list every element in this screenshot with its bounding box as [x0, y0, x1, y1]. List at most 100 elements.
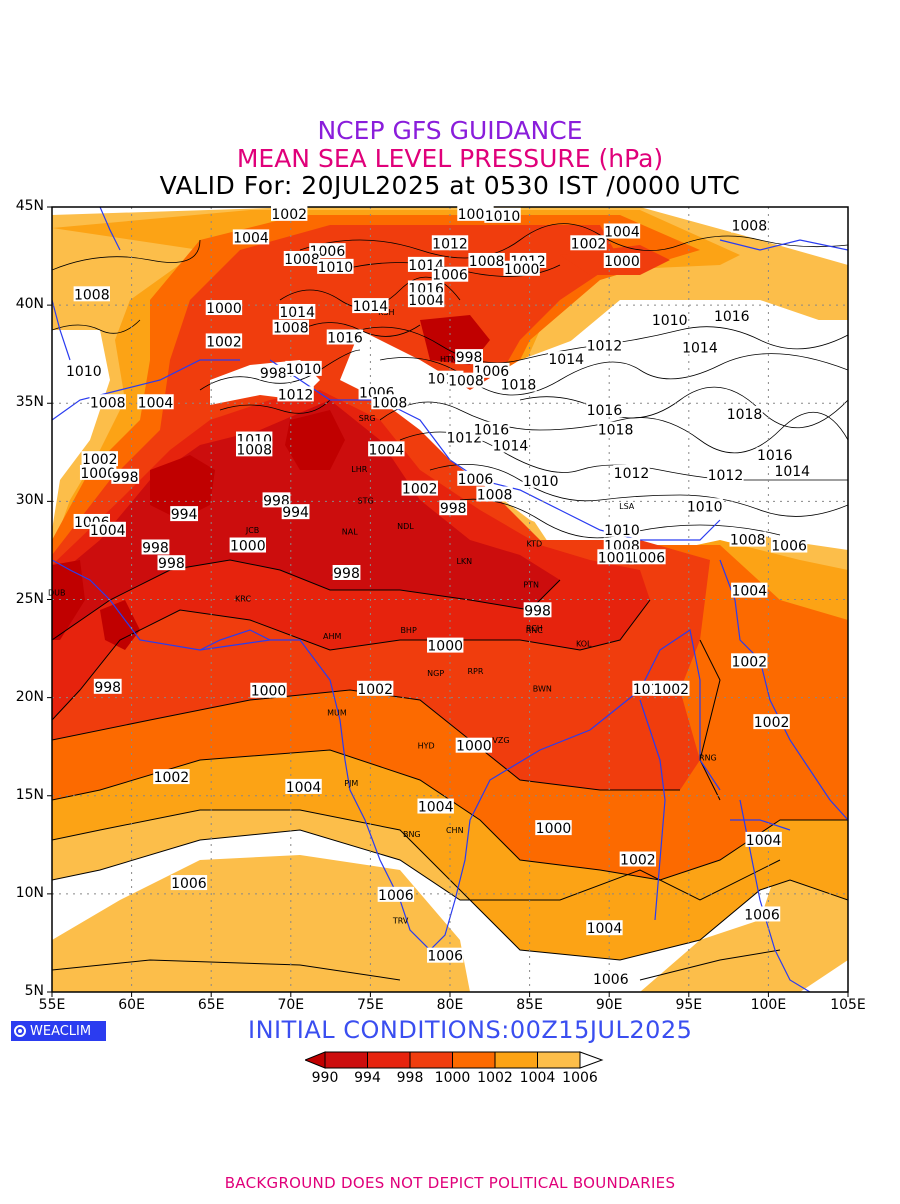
isobar-label: 1002 [570, 235, 607, 252]
isobar-label-bg [431, 266, 469, 282]
isobar-value: 1004 [418, 800, 454, 816]
lon-label: 60E [118, 997, 145, 1013]
isobar-label: 1000 [503, 260, 540, 278]
isobar-value: 1014 [353, 299, 389, 315]
city-code: LSA [619, 502, 635, 511]
isobar-label: 998 [157, 555, 186, 572]
isobar-label-bg [93, 678, 122, 694]
isobar-label: 1018 [726, 406, 763, 423]
isobar-label-bg [170, 875, 208, 891]
city-code: BNG [403, 830, 421, 839]
isobar-label-bg [522, 472, 559, 488]
lat-label: 25N [15, 590, 44, 607]
isobar-label-bg [597, 549, 634, 565]
isobar-label: 1014 [681, 339, 719, 356]
isobar-value: 1006 [771, 539, 807, 555]
isobar-label: 998 [111, 468, 140, 486]
city-code: KRC [235, 594, 251, 603]
isobar-label: 998 [262, 492, 291, 509]
isobar-label-bg [262, 492, 291, 508]
city-code: CHN [446, 826, 464, 835]
isobar-label-bg [597, 421, 634, 437]
title-valid-time: VALID For: 20JUL2025 at 0530 IST /0000 U… [159, 171, 741, 200]
axis-ticks [47, 206, 849, 997]
title-variable: MEAN SEA LEVEL PRESSURE (hPa) [236, 144, 664, 173]
isobar-value: 1016 [714, 309, 750, 325]
isobar-value: 1000 [536, 821, 572, 837]
isobar-label-bg [603, 537, 641, 553]
isobar-value: 1006 [458, 472, 494, 488]
isobar-label-bg [141, 539, 170, 555]
isobar-label: 1010 [65, 362, 103, 380]
isobar-value: 1006 [427, 949, 463, 965]
isobar-label-bg [745, 831, 782, 847]
isobar-label: 1000 [603, 252, 641, 270]
city-code: BWN [533, 685, 552, 694]
isobar-label-bg [731, 653, 768, 669]
initial-conditions: INITIAL CONDITIONS:00Z15JUL2025 [248, 1016, 693, 1044]
isobar-label-bg [503, 260, 540, 276]
isobar-label: 1006 [427, 947, 464, 965]
isobar-label-bg [774, 462, 811, 478]
isobar-value: 1002 [357, 682, 393, 698]
city-code: PTN [523, 581, 539, 590]
isobar-label: 1008 [235, 441, 273, 458]
isobar-label-bg [205, 300, 243, 316]
isobar-label-bg [89, 394, 126, 410]
isobar-value: 1010 [687, 499, 723, 515]
isobar-value: 1010 [604, 523, 640, 539]
city-code: RNG [699, 753, 717, 762]
isobar-value: 1012 [587, 338, 623, 354]
isobar-value: 1002 [620, 853, 656, 869]
legend-max-arrow [579, 1051, 604, 1069]
lon-label: 75E [357, 997, 384, 1013]
legend-level-label: 1002 [477, 1070, 513, 1086]
isobar-label: 998 [141, 539, 170, 556]
isobar-value: 1016 [474, 423, 510, 439]
isobar-value: 1008 [469, 254, 505, 270]
isobar-label-bg [731, 217, 768, 233]
logo-ring-icon [14, 1025, 26, 1037]
isobar-label: 1004 [407, 292, 445, 309]
isobar-label-bg [457, 470, 494, 486]
isobar-label: 1008 [731, 217, 768, 235]
isobar-label: 1000 [427, 637, 464, 655]
isobar-label: 998 [259, 364, 288, 382]
isobar-label-bg [170, 506, 199, 522]
isobar-value: 1006 [378, 888, 414, 904]
lon-label: 90E [595, 997, 623, 1013]
isobar-value: 1016 [327, 330, 363, 346]
isobar-label: 1012 [586, 337, 623, 354]
isobar-label: 1008 [729, 531, 766, 549]
isobar-label: 1008 [468, 252, 505, 270]
isobar-label: 1006 [743, 906, 781, 923]
isobar-label: 1002 [731, 653, 768, 670]
isobar-label-bg [407, 280, 445, 296]
isobar-value: 998 [440, 501, 467, 517]
isobar-value: 1002 [271, 207, 307, 223]
isobar-label-bg [455, 737, 493, 753]
isobar-label: 1010 [686, 498, 723, 515]
isobar-label: 1014 [278, 303, 316, 321]
isobar-label-bg [427, 947, 464, 963]
band-below-990-b [285, 410, 345, 470]
isobar-label-bg [283, 250, 321, 266]
isobar-label: 1004 [137, 394, 174, 411]
city-code: LKN [456, 557, 472, 566]
isobar-label-bg [401, 480, 438, 496]
isobar-value: 1004 [286, 780, 322, 796]
isobar-label: 994 [281, 504, 310, 521]
isobar-value: 1008 [477, 487, 513, 503]
isobar-label-bg [111, 468, 140, 484]
isobar-label-bg [229, 537, 267, 553]
lon-label: 100E [750, 997, 787, 1013]
isobar-label-bg [352, 298, 389, 314]
isobar-label: 1016 [586, 402, 623, 419]
lon-label: 95E [675, 997, 703, 1013]
isobar-value: 1002 [82, 452, 118, 468]
isobar-label-bg [535, 820, 572, 836]
isobar-label: 1004 [368, 441, 405, 458]
isobar-label: 1006 [770, 537, 808, 555]
city-code: HTN [440, 355, 457, 364]
color-legend [305, 1051, 604, 1069]
